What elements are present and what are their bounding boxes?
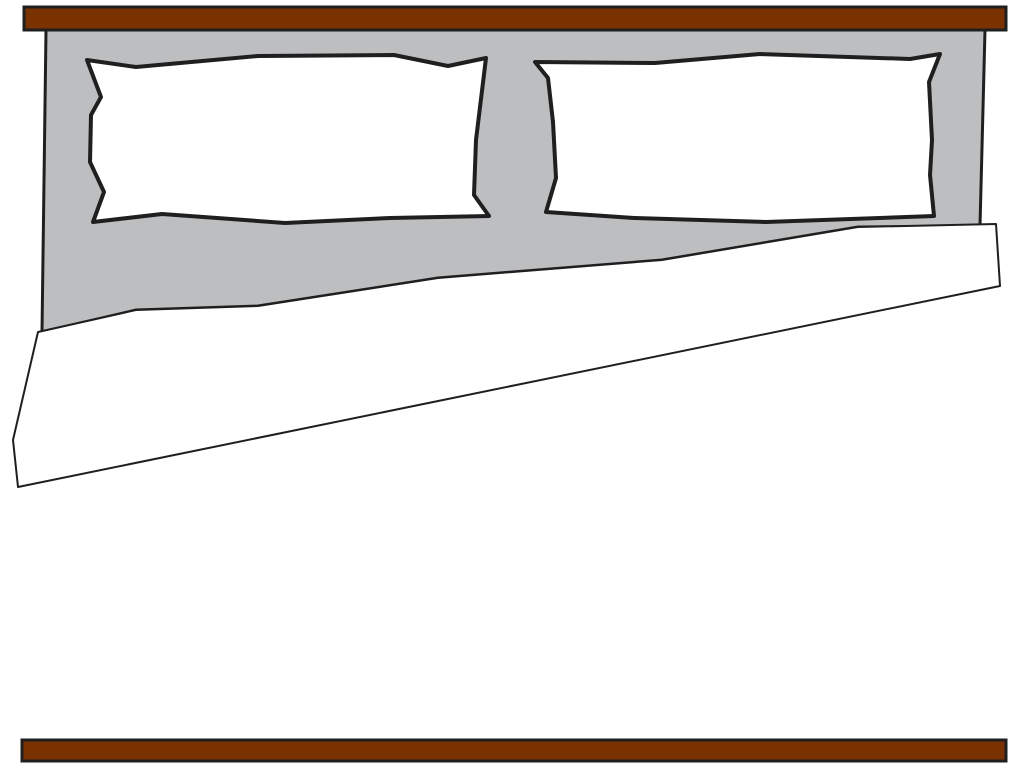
pillow-left xyxy=(85,53,491,225)
blanket xyxy=(12,223,1001,488)
headboard-rail xyxy=(22,5,1008,32)
pillow-right xyxy=(533,52,942,224)
footboard-rail xyxy=(20,738,1008,763)
